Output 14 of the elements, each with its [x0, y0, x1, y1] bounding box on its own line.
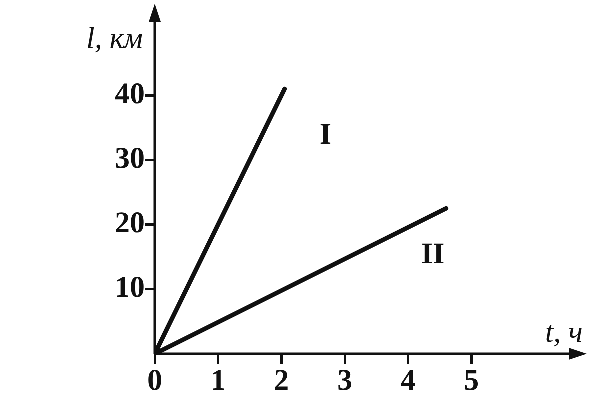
x-axis-title: t, ч: [545, 316, 583, 349]
x-tick-label: 0: [148, 364, 162, 397]
series-label: I: [320, 118, 332, 152]
x-tick-label: 4: [400, 364, 416, 397]
y-tick-label: 20: [115, 206, 145, 240]
y-tick-label: 30: [115, 142, 145, 175]
y-tick-label: 40: [115, 77, 145, 110]
x-tick-label: 3: [338, 364, 352, 397]
x-tick-label: 2: [274, 364, 290, 397]
y-axis-title: l, км: [86, 22, 143, 55]
x-tick-label: 5: [464, 364, 480, 397]
y-tick-label: 10: [115, 271, 145, 304]
series-label: II: [421, 238, 445, 271]
x-tick-label: 1: [210, 364, 226, 397]
